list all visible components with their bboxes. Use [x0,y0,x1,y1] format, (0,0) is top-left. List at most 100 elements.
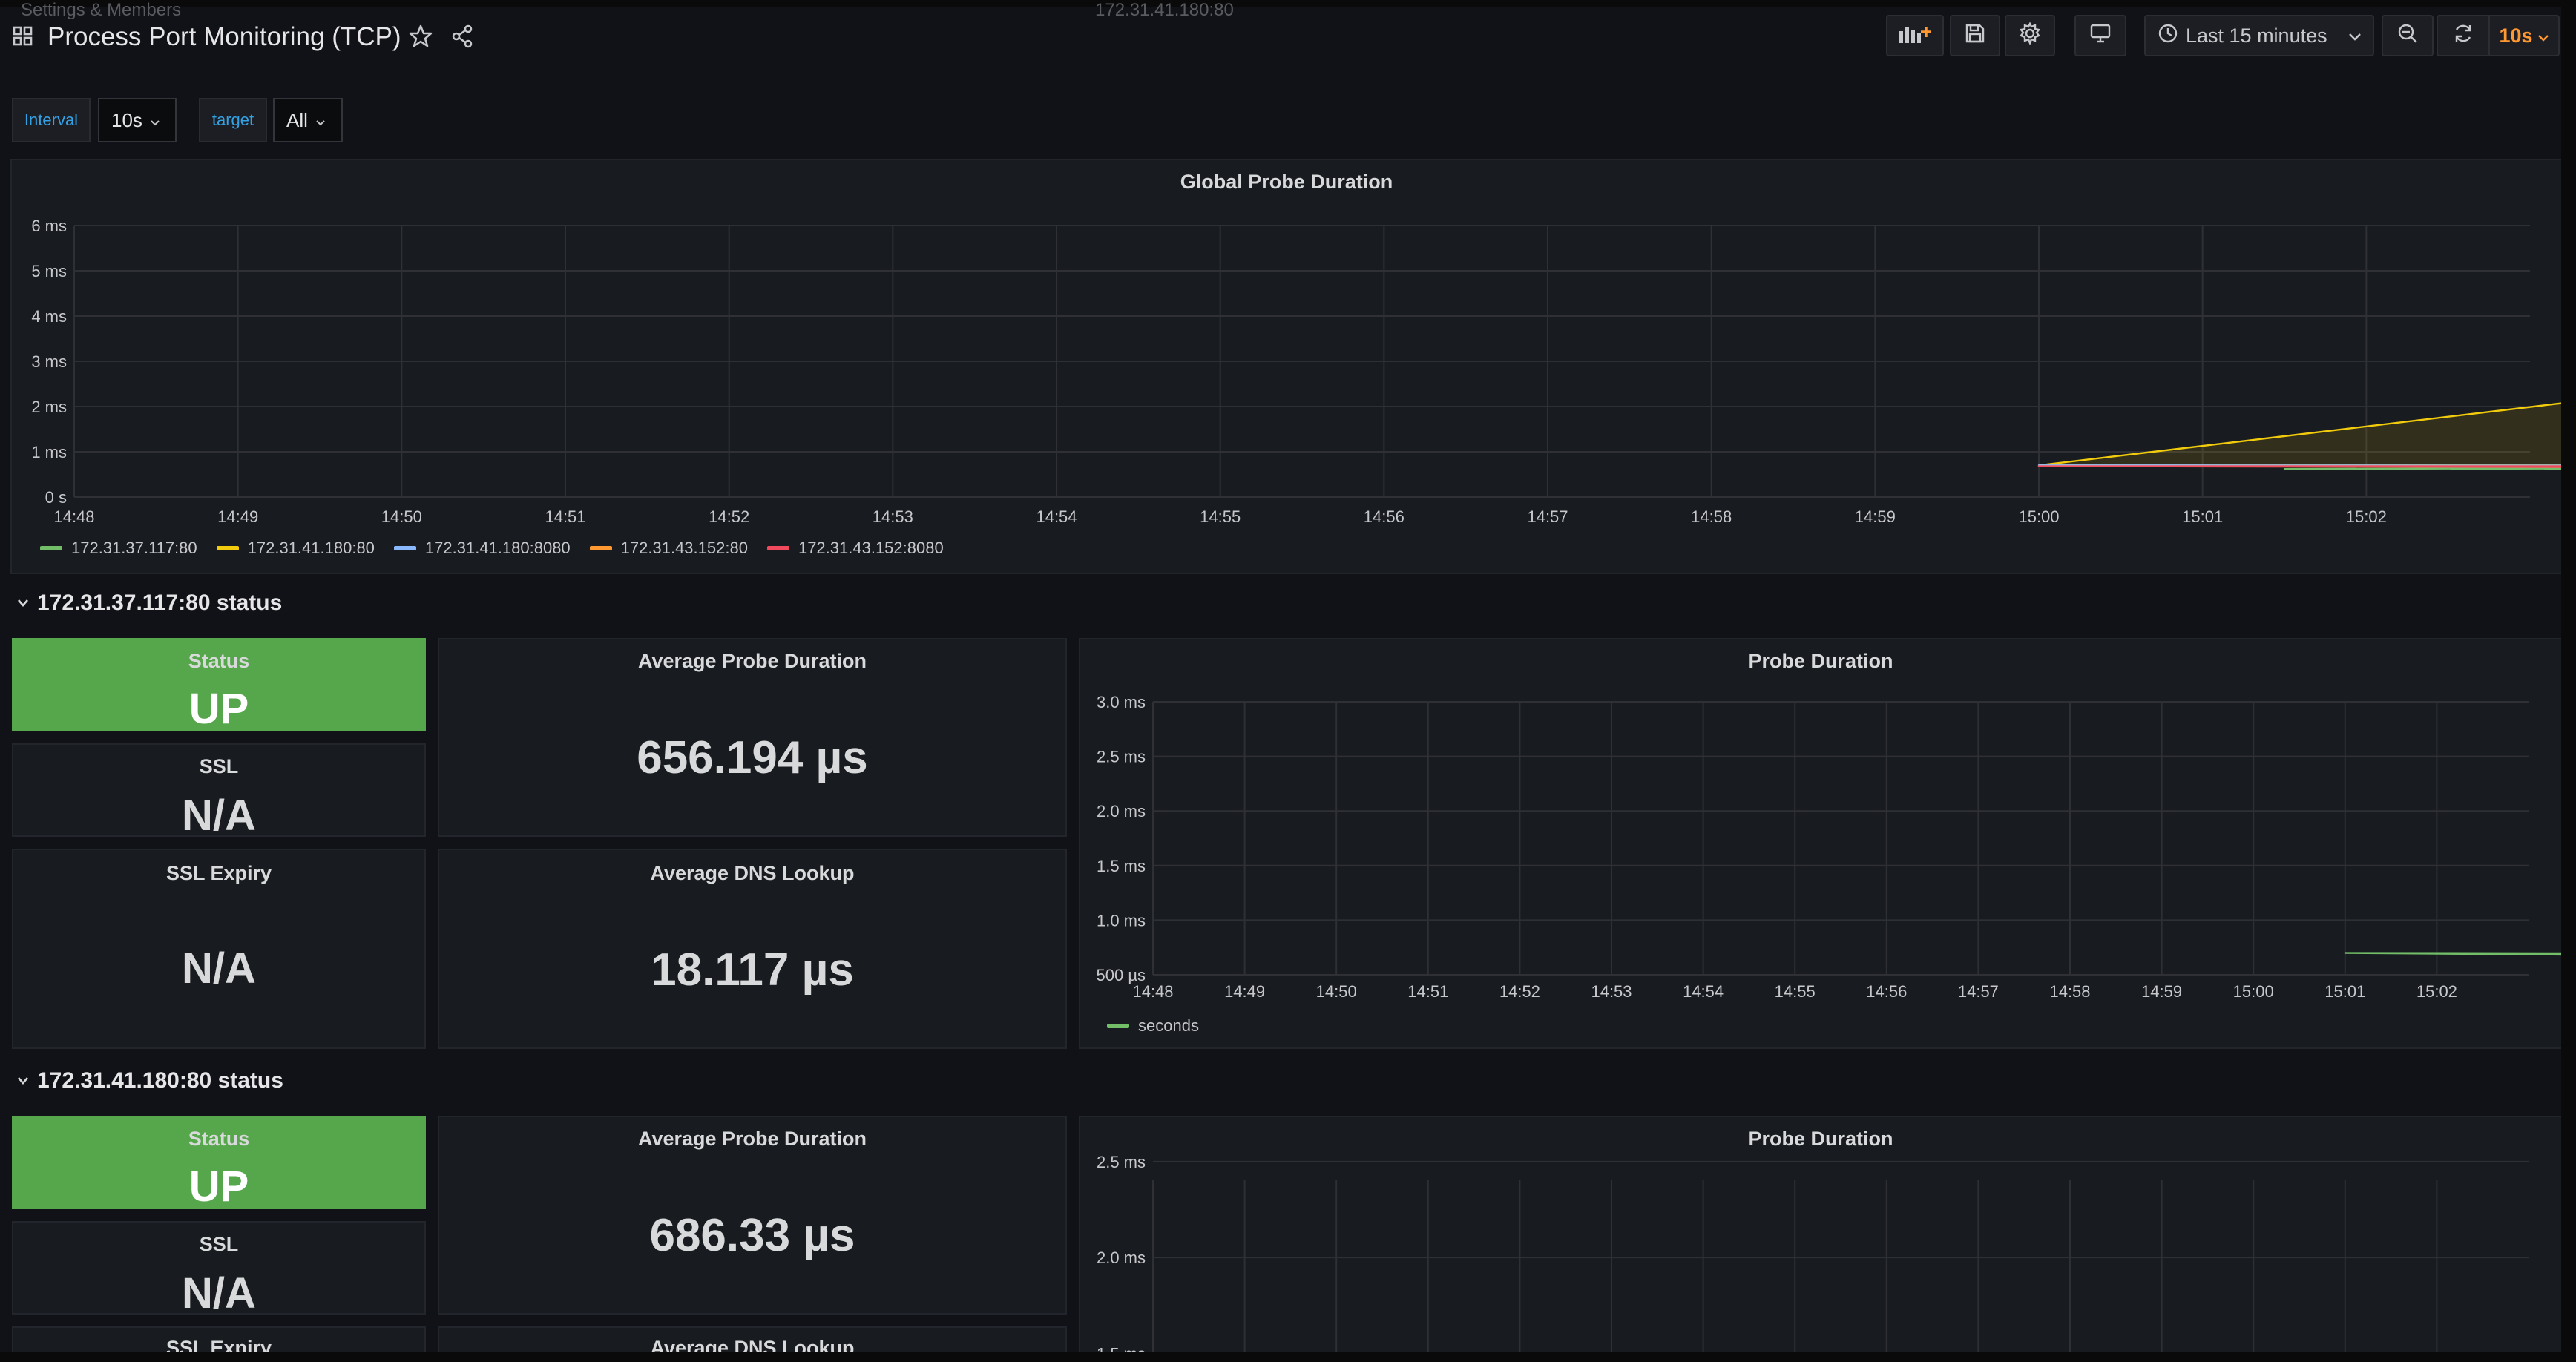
x-tick-label: 15:02 [2416,982,2457,1001]
refresh-button[interactable] [2437,15,2488,56]
y-tick-label: 2 ms [31,398,67,416]
average-dns-lookup-panel[interactable]: Average DNS Lookup 18.117 µs [438,849,1067,1049]
interval-variable-select[interactable]: 10s [98,98,177,142]
ssl-expiry-panel[interactable]: SSL Expiry N/A [12,849,426,1049]
ssl-panel[interactable]: SSL N/A [12,743,426,840]
average-dns-lookup-panel[interactable]: Average DNS Lookup [438,1326,1067,1356]
interval-variable-value: 10s [111,108,142,131]
star-icon[interactable] [408,24,433,49]
panel-title: Average Probe Duration [637,650,867,672]
ssl-value: N/A [182,1269,256,1317]
ssl-expiry-value: N/A [182,944,256,993]
y-tick-label: 2.5 ms [1097,1153,1146,1171]
series-area-172.31.41.180:80 [2039,403,2561,466]
refresh-interval-picker[interactable]: 10s [2488,15,2560,56]
legend-item[interactable]: seconds [1107,1016,1199,1036]
row-title: 172.31.41.180:80 status [37,1068,283,1093]
x-tick-label: 14:49 [217,507,258,526]
y-tick-label: 1.5 ms [1097,857,1146,875]
x-tick-label: 14:57 [1958,982,1999,1001]
panel-title: Average Probe Duration [637,1128,867,1150]
x-tick-label: 14:51 [1407,982,1448,1001]
save-dashboard-button[interactable] [1950,15,2000,56]
global-probe-duration-chart[interactable]: 0 s 1 ms 2 ms 3 ms 4 ms 5 ms 6 ms 14:48 14:49 14:… [12,160,2561,573]
x-tick-label: 14:53 [1591,982,1632,1001]
share-icon[interactable] [450,24,475,49]
ghost-breadcrumb: Settings & Members [21,0,182,20]
legend-label: seconds [1138,1016,1199,1035]
target-variable-select[interactable]: All [273,98,343,142]
probe-duration-panel[interactable]: Probe Duration 500 µs 1.0 ms 1.5 ms 2.0 ms 2… [1079,638,2563,1049]
refresh-interval-label: 10s [2499,24,2533,47]
x-tick-label: 14:59 [1855,507,1896,526]
panel-title: Probe Duration [1748,650,1893,672]
legend-item[interactable]: 172.31.43.152:8080 [766,539,944,558]
row-header-1[interactable]: 172.31.37.117:80 status [16,590,282,616]
add-panel-icon [1898,22,1932,50]
y-tick-label: 1 ms [31,443,67,461]
chevron-down-icon [2347,24,2362,47]
probe-duration-chart[interactable]: 1.5 ms2.0 ms2.5 ms [1080,1117,2561,1359]
x-tick-label: 14:57 [1527,507,1568,526]
time-range-picker[interactable]: Last 15 minutes [2144,15,2374,56]
global-probe-duration-panel[interactable]: Global Probe Duration 0 s 1 ms 2 ms 3 ms 4 m… [10,159,2563,574]
status-panel[interactable]: Status UP [12,638,426,733]
series-line-seconds [2344,952,2561,956]
probe-duration-chart[interactable]: 500 µs 1.0 ms 1.5 ms 2.0 ms 2.5 ms 3.0 ms 14:4… [1080,639,2561,1047]
chevron-down-icon [18,1077,28,1085]
apps-icon[interactable] [12,25,34,47]
interval-variable-label: Interval [12,98,91,142]
legend-item[interactable]: 172.31.43.152:80 [589,539,748,558]
y-tick-label: 1.0 ms [1097,911,1146,930]
legend-label: 172.31.41.180:80 [247,539,375,557]
zoom-out-button[interactable] [2382,15,2434,56]
row-title: 172.31.37.117:80 status [37,590,283,615]
average-probe-duration-panel[interactable]: Average Probe Duration 656.194 µs [438,638,1067,837]
legend-swatch [1107,1024,1129,1028]
legend-label: 172.31.43.152:8080 [798,539,944,557]
legend-item[interactable]: 172.31.37.117:80 [40,539,197,558]
panel-title: Probe Duration [1748,1128,1893,1150]
x-tick-label: 14:48 [1132,982,1173,1001]
x-tick-label: 14:58 [2049,982,2090,1001]
legend-label: 172.31.43.152:80 [620,539,748,557]
row-header-2[interactable]: 172.31.41.180:80 status [16,1068,283,1093]
add-panel-button[interactable] [1886,15,1944,56]
x-tick-label: 15:01 [2182,507,2223,526]
average-probe-duration-value: 656.194 µs [637,732,868,783]
panel-title: SSL Expiry [165,862,272,884]
ssl-panel[interactable]: SSL N/A [12,1221,426,1317]
average-probe-duration-panel[interactable]: Average Probe Duration 686.33 µs [438,1116,1067,1315]
series-area-seconds [2345,953,2561,955]
time-range-label: Last 15 minutes [2186,24,2327,47]
x-tick-label: 14:56 [1364,507,1404,526]
save-icon [1965,23,1985,49]
legend-swatch [393,546,416,550]
dashboard-settings-button[interactable] [2005,15,2055,56]
chevron-down-icon [315,109,326,132]
panel-title: Status [188,650,250,672]
probe-duration-panel[interactable]: Probe Duration 1.5 ms2.0 ms2.5 ms [1079,1116,2563,1361]
dashboard-title[interactable]: Process Port Monitoring (TCP) [47,22,401,51]
y-tick-label: 2.5 ms [1097,748,1146,766]
x-tick-label: 14:56 [1866,982,1907,1001]
y-tick-label: 4 ms [31,307,67,326]
y-tick-label: 6 ms [31,217,67,235]
y-tick-label: 5 ms [31,262,67,280]
y-tick-label: 3.0 ms [1097,693,1146,711]
x-tick-label: 14:50 [1316,982,1357,1001]
chart-legend: 172.31.37.117:80 172.31.41.180:80 172.31.4… [40,539,944,558]
x-tick-label: 14:49 [1224,982,1265,1001]
legend-item[interactable]: 172.31.41.180:8080 [393,539,571,558]
status-panel[interactable]: Status UP [12,1116,426,1211]
y-tick-label: 0 s [45,488,67,507]
panel-title: Average DNS Lookup [650,862,855,884]
ghost-tab-title: 172.31.41.180:80 [1095,0,1234,20]
cycle-view-mode-button[interactable] [2074,15,2126,56]
x-tick-label: 14:55 [1200,507,1241,526]
chevron-down-icon [2537,24,2549,47]
legend-item[interactable]: 172.31.41.180:80 [216,539,375,558]
clock-icon [2158,23,2178,49]
x-tick-label: 14:48 [53,507,94,526]
x-tick-label: 14:54 [1683,982,1724,1001]
